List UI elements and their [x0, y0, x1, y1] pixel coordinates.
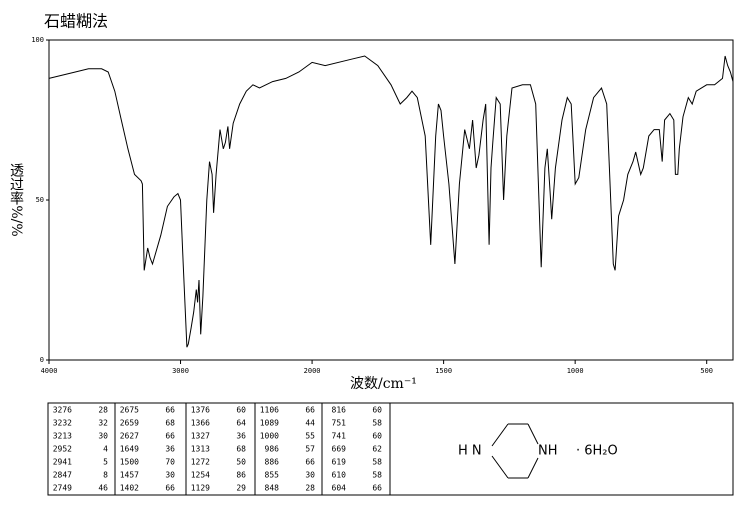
peak-transmittance: 66 — [165, 432, 175, 441]
peak-transmittance: 36 — [236, 432, 246, 441]
peak-transmittance: 46 — [98, 484, 108, 493]
peak-wavenumber: 669 — [332, 445, 347, 454]
peak-wavenumber: 1376 — [191, 406, 210, 415]
peak-transmittance: 66 — [372, 484, 382, 493]
peak-wavenumber: 2675 — [120, 406, 139, 415]
x-tick-label: 500 — [700, 367, 713, 375]
peak-wavenumber: 2952 — [53, 445, 72, 454]
x-axis-label: 波数/cm⁻¹ — [350, 376, 417, 392]
peak-wavenumber: 1129 — [191, 484, 210, 493]
peak-wavenumber: 610 — [332, 471, 347, 480]
peak-transmittance: 86 — [236, 471, 246, 480]
peak-wavenumber: 1327 — [191, 432, 210, 441]
spectrum-line — [48, 55, 734, 348]
peak-transmittance: 55 — [305, 432, 315, 441]
piperazine-ring — [491, 423, 539, 479]
peak-transmittance: 32 — [98, 419, 108, 428]
table-dividers — [114, 403, 391, 495]
peak-transmittance: 4 — [103, 445, 108, 454]
peak-wavenumber: 2847 — [53, 471, 72, 480]
chart-title: 石蜡糊法 — [44, 12, 108, 31]
peak-wavenumber: 1089 — [260, 419, 279, 428]
peak-transmittance: 68 — [165, 419, 175, 428]
peak-wavenumber: 1254 — [191, 471, 210, 480]
y-tick-label: 50 — [36, 196, 44, 204]
structure-label: NH — [538, 444, 558, 459]
peak-transmittance: 36 — [165, 445, 175, 454]
y-tick-label: 100 — [31, 36, 44, 44]
peak-wavenumber: 1366 — [191, 419, 210, 428]
peak-transmittance: 70 — [165, 458, 175, 467]
peak-wavenumber: 1402 — [120, 484, 139, 493]
peak-wavenumber: 1272 — [191, 458, 210, 467]
peak-wavenumber: 1649 — [120, 445, 139, 454]
peak-transmittance: 57 — [305, 445, 315, 454]
peak-transmittance: 5 — [103, 458, 108, 467]
peak-wavenumber: 1457 — [120, 471, 139, 480]
peak-wavenumber: 619 — [332, 458, 347, 467]
x-tick-label: 3000 — [172, 367, 189, 375]
structure-formula: · 6H₂O — [576, 444, 618, 459]
peak-wavenumber: 2749 — [53, 484, 72, 493]
peak-transmittance: 30 — [305, 471, 315, 480]
peak-wavenumber: 604 — [332, 484, 347, 493]
peak-wavenumber: 3276 — [53, 406, 72, 415]
peak-wavenumber: 816 — [332, 406, 347, 415]
peak-transmittance: 66 — [305, 406, 315, 415]
peak-wavenumber: 1500 — [120, 458, 139, 467]
peak-transmittance: 60 — [372, 406, 382, 415]
x-tick-label: 1500 — [435, 367, 452, 375]
peak-transmittance: 60 — [372, 432, 382, 441]
peak-transmittance: 66 — [165, 406, 175, 415]
x-tick-label: 1000 — [567, 367, 584, 375]
peak-wavenumber: 751 — [332, 419, 347, 428]
peak-wavenumber: 1000 — [260, 432, 279, 441]
peak-transmittance: 62 — [372, 445, 382, 454]
peak-transmittance: 28 — [98, 406, 108, 415]
structure-label: H N — [458, 444, 482, 459]
peak-transmittance: 60 — [236, 406, 246, 415]
peak-transmittance: 58 — [372, 419, 382, 428]
peak-transmittance: 29 — [236, 484, 246, 493]
peak-wavenumber: 2627 — [120, 432, 139, 441]
peak-wavenumber: 2659 — [120, 419, 139, 428]
peak-wavenumber: 3232 — [53, 419, 72, 428]
peak-transmittance: 44 — [305, 419, 315, 428]
peak-wavenumber: 741 — [332, 432, 347, 441]
y-tick-label: 0 — [40, 356, 44, 364]
plot-frame — [48, 39, 734, 361]
x-tick-label: 2000 — [304, 367, 321, 375]
x-tick-label: 4000 — [41, 367, 58, 375]
peak-wavenumber: 848 — [265, 484, 280, 493]
peak-transmittance: 50 — [236, 458, 246, 467]
peak-transmittance: 58 — [372, 471, 382, 480]
peak-transmittance: 28 — [305, 484, 315, 493]
peak-wavenumber: 855 — [265, 471, 280, 480]
peak-transmittance: 66 — [305, 458, 315, 467]
peak-wavenumber: 1313 — [191, 445, 210, 454]
peak-transmittance: 58 — [372, 458, 382, 467]
peak-wavenumber: 1106 — [260, 406, 279, 415]
peak-wavenumber: 2941 — [53, 458, 72, 467]
peak-transmittance: 68 — [236, 445, 246, 454]
peak-transmittance: 8 — [103, 471, 108, 480]
peak-wavenumber: 886 — [265, 458, 280, 467]
peak-transmittance: 30 — [165, 471, 175, 480]
peak-transmittance: 64 — [236, 419, 246, 428]
y-axis-label: 透过率%/% — [8, 163, 24, 236]
peak-wavenumber: 986 — [265, 445, 280, 454]
peak-wavenumber: 3213 — [53, 432, 72, 441]
peak-transmittance: 66 — [165, 484, 175, 493]
peak-transmittance: 30 — [98, 432, 108, 441]
